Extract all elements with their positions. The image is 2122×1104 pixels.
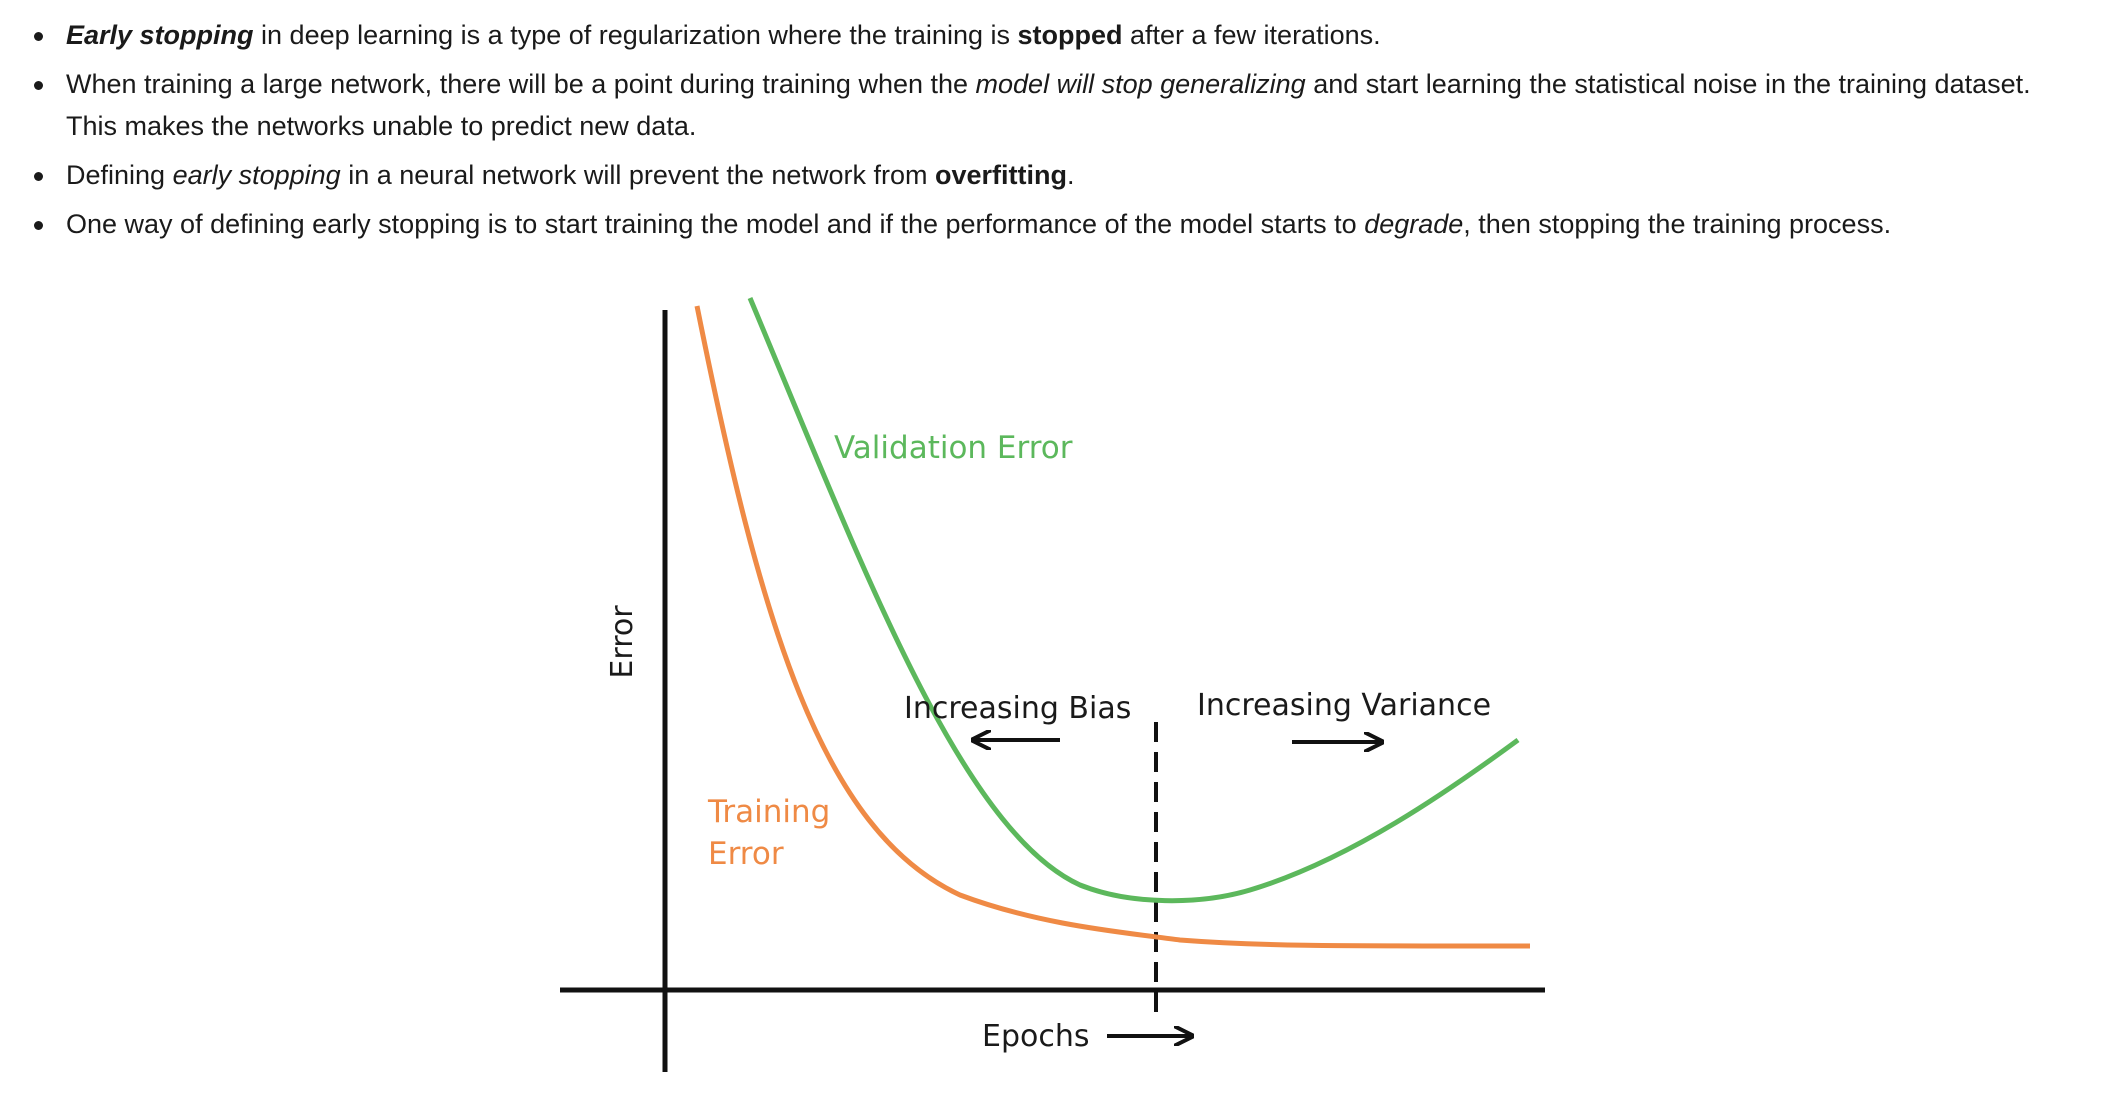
training-error-label-line2: Error — [708, 836, 784, 872]
bullet-text-segment: in deep learning is a type of regulariza… — [253, 20, 1018, 50]
training-error-curve — [694, 305, 1531, 949]
validation-error-curve — [747, 297, 1520, 904]
bullet-dot — [34, 172, 43, 181]
validation-error-label: Validation Error — [834, 430, 1073, 466]
bullet-text-segment: One way of defining early stopping is to… — [66, 209, 1365, 239]
bullet-text-segment: in a neural network will prevent the net… — [340, 160, 935, 190]
bullet-item: One way of defining early stopping is to… — [0, 203, 2040, 245]
increasing-variance-label: Increasing Variance — [1197, 688, 1491, 723]
bullet-item: Defining early stopping in a neural netw… — [0, 154, 2040, 196]
bullet-text-segment: Early stopping — [66, 20, 254, 50]
bullet-text-segment: , then stopping the training process. — [1463, 209, 1892, 239]
bullet-text-segment: and start learning the statistical noise… — [66, 69, 2031, 141]
bullet-text-segment: after a few iterations. — [1122, 20, 1381, 50]
bullet-item: When training a large network, there wil… — [0, 63, 2040, 147]
increasing-bias-label: Increasing Bias — [904, 691, 1131, 726]
bullet-list: Early stopping in deep learning is a typ… — [0, 14, 2040, 252]
bullet-dot — [34, 81, 43, 90]
bullet-text-segment: model will stop generalizing — [975, 69, 1306, 99]
bullet-dot — [34, 221, 43, 230]
bullet-text-segment: stopped — [1017, 20, 1123, 50]
training-error-label-line1: Training — [707, 794, 830, 830]
bullet-text-segment: . — [1066, 160, 1075, 190]
x-axis-label: Epochs — [982, 1019, 1090, 1054]
bullet-text-segment: Defining — [66, 160, 173, 190]
bullet-item: Early stopping in deep learning is a typ… — [0, 14, 2040, 56]
bullet-dot — [34, 32, 43, 41]
bullet-text-segment: overfitting — [934, 160, 1067, 190]
bullet-text-segment: degrade — [1364, 209, 1464, 239]
bullet-text-segment: early stopping — [172, 160, 341, 190]
bullet-text-segment: When training a large network, there wil… — [66, 69, 976, 99]
y-axis-label: Error — [605, 605, 640, 679]
